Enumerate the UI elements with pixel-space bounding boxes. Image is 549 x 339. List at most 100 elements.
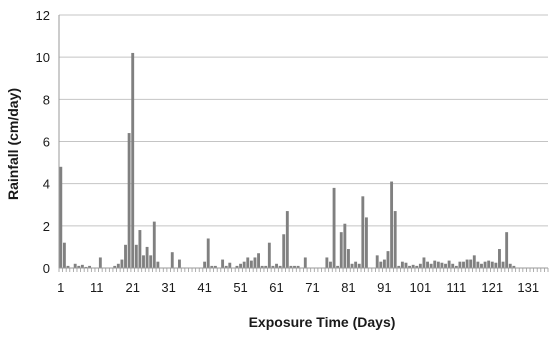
bar-day-34 [178, 259, 181, 268]
bar-day-58 [264, 265, 268, 268]
y-tick-label-2: 2 [43, 219, 50, 234]
bar-day-6 [77, 265, 81, 268]
bar-day-123 [498, 249, 501, 268]
y-tick-label-6: 6 [43, 135, 50, 150]
y-tick-label-0: 0 [43, 261, 50, 276]
bar-day-48 [228, 262, 232, 268]
x-axis-title: Exposure Time (Days) [249, 314, 396, 330]
bar-day-55 [253, 257, 257, 268]
x-tick-label-71: 71 [305, 280, 319, 295]
bar-day-89 [375, 255, 379, 268]
bar-day-5 [73, 263, 77, 268]
bar-day-47 [224, 265, 228, 268]
bar-day-90 [379, 261, 383, 268]
bar-day-51 [239, 263, 243, 268]
bar-day-82 [350, 263, 354, 268]
bar-day-67 [296, 265, 300, 268]
x-tick-labels: 1 11 21 31 41 51 61 71 81 91 101 111 121 131 [57, 280, 539, 295]
bar-day-32 [170, 252, 174, 268]
bar-day-111 [454, 265, 458, 268]
bar-day-108 [444, 263, 447, 268]
bar-day-65 [289, 265, 293, 268]
x-tick-label-121: 121 [481, 280, 503, 295]
bar-day-28 [156, 261, 160, 268]
bar-day-122 [494, 262, 498, 268]
bar-day-46 [221, 259, 225, 268]
bar-day-41 [203, 261, 207, 268]
bar-day-3 [66, 265, 70, 268]
bar-day-92 [386, 251, 390, 268]
bar-day-91 [382, 259, 386, 268]
bar-day-20 [127, 133, 131, 268]
gridlines [59, 14, 548, 227]
bar-day-126 [508, 263, 512, 268]
bar-day-18 [120, 259, 124, 268]
bar-day-109 [447, 260, 451, 268]
bar-day-1 [59, 166, 63, 268]
bar-day-66 [293, 265, 296, 268]
bar-day-99 [411, 264, 415, 268]
x-tick-label-51: 51 [233, 280, 247, 295]
bar-day-96 [400, 261, 404, 268]
bar-day-78 [336, 265, 340, 268]
x-tick-label-31: 31 [161, 280, 175, 295]
bar-day-125 [505, 232, 509, 268]
bar-day-121 [490, 261, 494, 268]
bar-day-69 [303, 257, 307, 268]
bar-day-9 [88, 265, 92, 268]
bar-day-60 [271, 265, 275, 268]
bar-day-112 [458, 261, 462, 268]
x-tick-label-101: 101 [410, 280, 432, 295]
bar-day-118 [480, 263, 483, 268]
bar-day-76 [329, 261, 332, 268]
bar-day-83 [354, 261, 358, 268]
y-tick-label-12: 12 [36, 8, 50, 23]
bar-day-86 [364, 217, 368, 268]
bar-day-106 [436, 261, 440, 268]
bar-day-79 [339, 232, 343, 268]
bar-day-7 [80, 264, 84, 268]
bar-day-81 [347, 249, 350, 268]
bar-day-107 [440, 262, 444, 268]
bar-day-124 [501, 261, 505, 268]
bar-day-24 [142, 255, 145, 268]
y-axis-title: Rainfall (cm/day) [5, 88, 21, 200]
bar-day-114 [465, 259, 469, 268]
bar-day-63 [282, 234, 286, 268]
bar-day-50 [235, 265, 239, 268]
bar-day-21 [131, 52, 135, 269]
y-tick-label-10: 10 [36, 50, 50, 65]
bar-day-12 [98, 257, 102, 268]
axes [58, 15, 549, 272]
bar-day-93 [390, 181, 394, 268]
bar-day-115 [469, 259, 473, 268]
x-tick-label-91: 91 [377, 280, 391, 295]
bar-day-119 [483, 261, 487, 268]
bar-day-19 [124, 244, 127, 268]
bar-day-56 [257, 253, 260, 268]
bar-day-62 [278, 265, 282, 268]
bar-day-113 [462, 261, 465, 268]
bar-day-57 [260, 265, 264, 268]
bar-day-127 [512, 265, 516, 268]
y-tick-labels: 0 2 4 6 8 10 12 [36, 8, 50, 276]
bar-day-23 [138, 230, 142, 268]
bar-day-120 [487, 260, 491, 268]
bar-day-94 [393, 211, 397, 268]
x-tick-label-111: 111 [446, 280, 466, 295]
y-tick-label-8: 8 [43, 92, 50, 107]
bar-day-22 [134, 244, 138, 268]
bar-day-84 [357, 263, 361, 268]
bar-day-105 [433, 260, 437, 268]
bar-day-117 [476, 261, 480, 268]
bar-day-44 [213, 265, 217, 268]
bar-day-8 [84, 266, 88, 268]
bar-day-110 [451, 263, 455, 268]
bars [59, 52, 516, 269]
bar-day-80 [343, 223, 347, 268]
bar-day-27 [152, 221, 156, 268]
x-tick-label-41: 41 [197, 280, 211, 295]
bar-day-42 [206, 238, 210, 268]
